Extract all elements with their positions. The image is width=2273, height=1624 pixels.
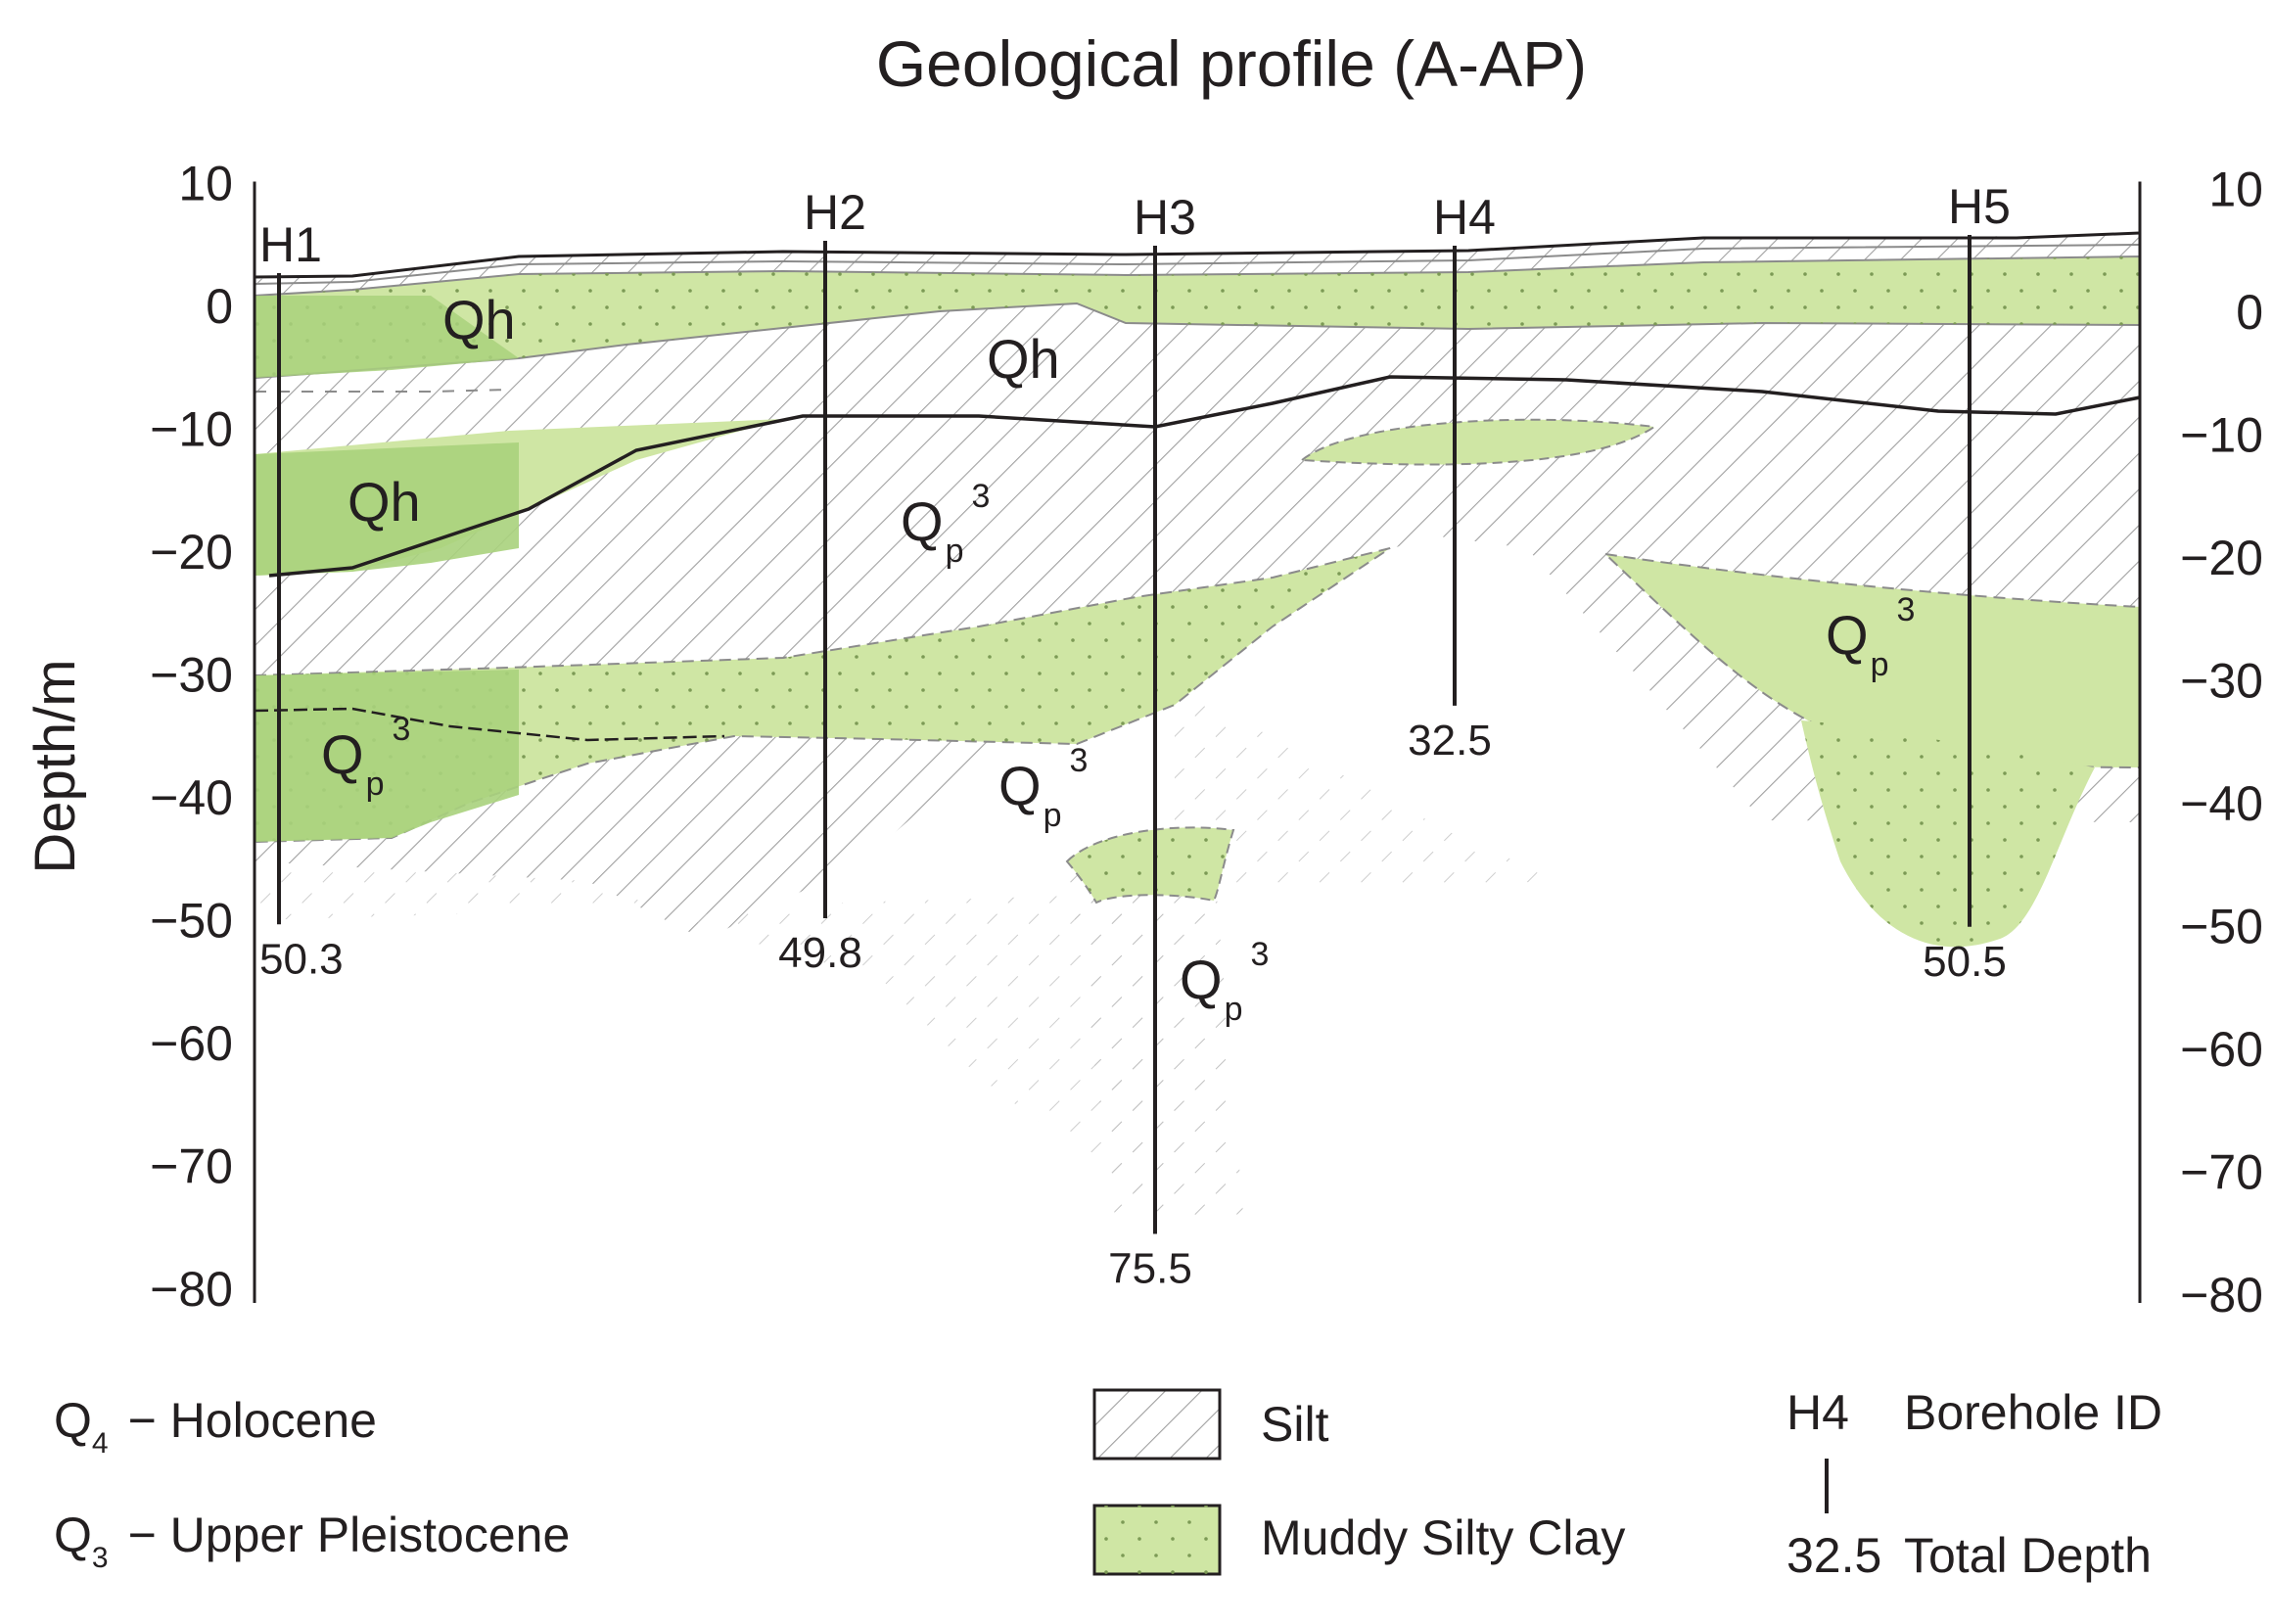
legend-total-depth-value: 32.5	[1786, 1528, 1881, 1583]
ground-surface	[254, 231, 2141, 279]
qh-qp3-contact	[268, 375, 2141, 578]
legend-age-upper-pleistocene: Q3− Upper Pleistocene	[54, 1508, 570, 1574]
legend: Q4− Holocene Q3− Upper Pleistocene Silt …	[54, 1385, 2162, 1583]
left-tick-label: −40	[150, 770, 233, 825]
borehole-depth-h3: 75.5	[1108, 1245, 1192, 1293]
boreholes: H1 50.3 H2 49.8 H3 75.5 H4 32.5 H5 50.5	[259, 179, 2011, 1293]
left-tick-label: −30	[150, 648, 233, 703]
clay-band-right	[1602, 552, 2141, 769]
right-tick-label: −30	[2180, 654, 2263, 709]
right-tick-label: −10	[2180, 408, 2263, 463]
unit-label: Qp3	[998, 742, 1088, 834]
left-tick-label: −20	[150, 525, 233, 580]
secondary-contact	[254, 707, 725, 742]
left-tick-label: −80	[150, 1262, 233, 1317]
unit-label: Qp3	[901, 478, 990, 570]
unit-labels: Qh Qh Qh Qp3 Qp3 Qp3 Qp3 Qp3	[321, 289, 1915, 1028]
borehole-depth-h4: 32.5	[1408, 717, 1492, 765]
ground-surface-lower	[254, 244, 2141, 285]
borehole-id-h5: H5	[1948, 179, 2011, 234]
clay-band-mid-dots	[255, 548, 1390, 842]
legend-borehole-id: H4	[1786, 1385, 1849, 1440]
left-tick-label: 0	[206, 279, 233, 334]
silt-fade	[255, 685, 1566, 1224]
right-tick-label: 10	[2208, 162, 2263, 217]
legend-borehole-id-label: Borehole ID	[1904, 1385, 2162, 1440]
borehole-depth-h1: 50.3	[259, 935, 344, 983]
right-tick-label: −40	[2180, 776, 2263, 831]
legend-clay-swatch-dots	[1094, 1506, 1220, 1574]
borehole-id-h4: H4	[1433, 190, 1496, 245]
left-tick-label: −60	[150, 1016, 233, 1071]
right-tick-label: −20	[2180, 531, 2263, 585]
left-tick-label: −10	[150, 402, 233, 457]
legend-silt-swatch	[1092, 1388, 1222, 1461]
legend-age-holocene: Q4− Holocene	[54, 1393, 377, 1460]
left-tick-label: −70	[150, 1139, 233, 1194]
clay-block-h1-mid	[255, 442, 519, 576]
contacts	[254, 231, 2141, 742]
depth-axes: 10 10 0 0 −10 −10 −20 −20 −30 −30 −40 −40 −50 −50 −60 −…	[150, 157, 2263, 1323]
left-tick-label: −50	[150, 894, 233, 949]
unit-label: Qp3	[1180, 936, 1269, 1028]
borehole-depth-h2: 49.8	[778, 929, 862, 977]
clay-band-top-dots	[255, 256, 2140, 378]
clay-bowl-h5-dots	[1801, 720, 2095, 948]
right-tick-label: −60	[2180, 1022, 2263, 1077]
borehole-depth-h5: 50.5	[1923, 938, 2007, 986]
legend-silt-label: Silt	[1261, 1397, 1329, 1452]
borehole-id-h2: H2	[804, 185, 866, 240]
borehole-id-h3: H3	[1134, 190, 1196, 245]
unit-label: Qp3	[1826, 591, 1915, 683]
clay-block-h1-top	[255, 296, 519, 378]
unit-label: Qh	[442, 289, 516, 350]
strata	[254, 235, 2141, 1224]
right-tick-label: 0	[2236, 285, 2263, 340]
legend-clay-label: Muddy Silty Clay	[1261, 1510, 1625, 1565]
unit-label: Qh	[987, 328, 1060, 390]
y-axis-label: Depth/m	[23, 659, 87, 873]
clay-block-h1-low	[255, 670, 519, 842]
legend-total-depth-label: Total Depth	[1904, 1528, 2152, 1583]
unit-label: Qp3	[321, 711, 410, 803]
right-tick-label: −70	[2180, 1145, 2263, 1200]
unit-label: Qh	[348, 471, 421, 533]
right-tick-label: −50	[2180, 900, 2263, 954]
clay-lens-h3-dots	[1067, 827, 1233, 903]
figure-title: Geological profile (A-AP)	[876, 27, 1587, 100]
upper-silt-contact	[255, 389, 510, 393]
right-tick-label: −80	[2180, 1268, 2263, 1322]
left-tick-label: 10	[178, 157, 233, 211]
borehole-id-h1: H1	[259, 217, 322, 272]
clay-lens-h4	[1299, 418, 1657, 466]
